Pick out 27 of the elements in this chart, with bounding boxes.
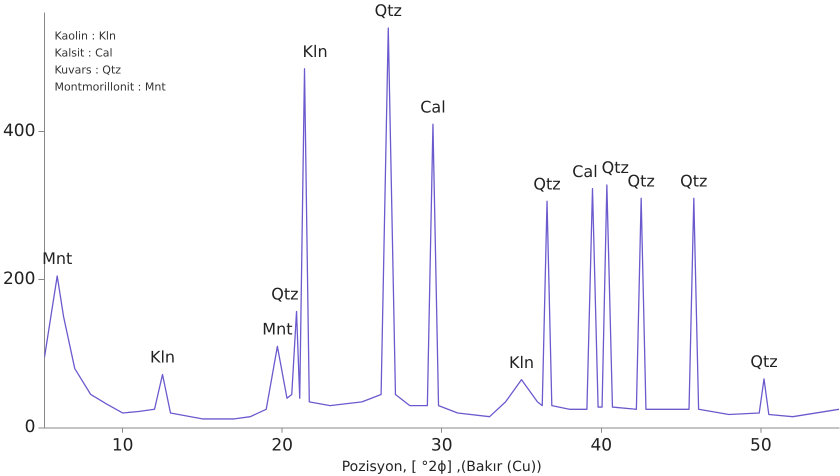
annotation: Qtz xyxy=(602,158,629,178)
annotation: Cal xyxy=(420,97,446,116)
annotation: Qtz xyxy=(628,171,655,190)
annotation: Qtz xyxy=(271,284,299,304)
x-axis-title: Pozisyon, [ °2ϕ] ,(Bakır (Cu)) xyxy=(342,459,542,476)
annotation: Mnt xyxy=(42,249,72,268)
x-tick-label: 40 xyxy=(590,435,612,456)
y-tick-label: 200 xyxy=(2,269,36,290)
annotation: Kln xyxy=(302,42,328,61)
annotation: Mnt xyxy=(262,320,292,339)
annotation: Kln xyxy=(150,348,176,367)
y-tick-label: 400 xyxy=(2,121,36,142)
x-tick-label: 30 xyxy=(430,435,453,456)
annotation: Qtz xyxy=(680,171,708,190)
x-tick-label: 20 xyxy=(271,435,293,456)
annotation: Qtz xyxy=(750,352,778,372)
annotation: Kuvars : Qtz xyxy=(54,64,122,77)
x-tick-label: 10 xyxy=(112,435,134,456)
annotation: Montmorillonit : Mnt xyxy=(54,80,166,94)
annotation: Kaolin : Kln xyxy=(54,30,116,43)
annotation: Qtz xyxy=(533,174,561,194)
annotation: Cal xyxy=(572,162,598,181)
annotation: Qtz xyxy=(374,1,402,20)
y-tick-label: 0 xyxy=(24,417,36,438)
x-tick-label: 50 xyxy=(750,435,772,456)
annotation: Kalsit : Cal xyxy=(54,46,113,60)
annotation: Kln xyxy=(508,352,534,372)
